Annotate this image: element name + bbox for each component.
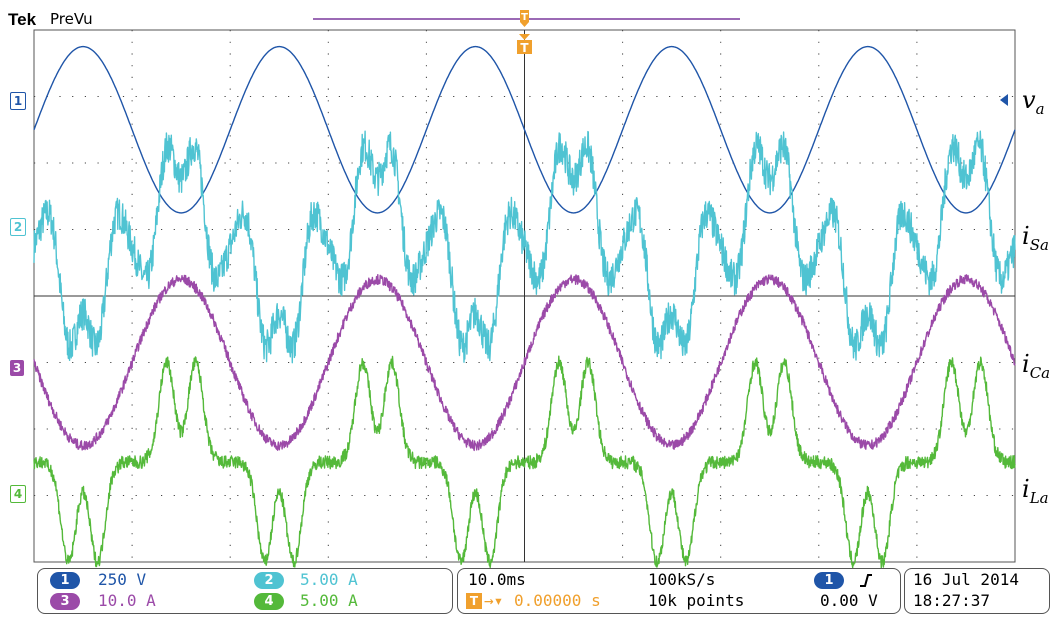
time-per-div: 10.0ms [468, 570, 526, 589]
trigger-position-top-icon [520, 10, 529, 27]
channel-2-scale: 5.00 A [300, 570, 358, 589]
channel-3-scale: 10.0 A [98, 591, 156, 610]
channel-3-marker[interactable]: 3 [10, 360, 24, 376]
channel-3-badge[interactable]: 3 [50, 593, 80, 610]
trigger-arrow-glyph: →▾ [484, 591, 504, 610]
trigger-time-icon: T [466, 593, 482, 609]
horizontal-trigger-panel[interactable]: 10.0ms 100kS/s 1 T →▾ 0.00000 s 10k poin… [457, 568, 901, 614]
channel-1-scale: 250 V [98, 570, 147, 589]
trigger-level-icon[interactable] [1000, 94, 1008, 106]
trigger-top-label: T [521, 12, 528, 23]
time: 18:27:37 [913, 591, 991, 610]
trace-i-sa [33, 130, 1016, 364]
channel-1-badge[interactable]: 1 [50, 572, 80, 589]
acquisition-mode: PreVu [50, 10, 93, 28]
channel-4-badge[interactable]: 4 [254, 593, 284, 610]
graticule [33, 29, 1016, 563]
trigger-position: 0.00000 s [514, 591, 601, 610]
trigger-position-icon [517, 40, 532, 54]
waveform-display[interactable]: T T [0, 0, 1055, 570]
trigger-source-badge[interactable]: 1 [814, 572, 844, 589]
date: 16 Jul 2014 [913, 570, 1019, 589]
datetime-panel: 16 Jul 2014 18:27:37 [904, 568, 1050, 614]
trace-i-la [33, 355, 1016, 569]
label-isa: iSa [1022, 222, 1049, 254]
channel-1-marker[interactable]: 1 [10, 92, 26, 110]
trigger-position-marker[interactable]: T T [517, 10, 532, 55]
label-va: va [1022, 86, 1045, 118]
trace-v-a [33, 45, 1016, 214]
waveform-traces [33, 45, 1016, 569]
channel-2-badge[interactable]: 2 [254, 572, 284, 589]
trigger-marker-label: T [520, 41, 529, 55]
channel-scale-panel[interactable]: 1 250 V 2 5.00 A 3 10.0 A 4 5.00 A [37, 568, 453, 614]
sample-rate: 100kS/s [648, 570, 716, 589]
trigger-arrow-icon [519, 34, 530, 40]
trigger-level: 0.00 V [820, 591, 878, 610]
channel-2-marker[interactable]: 2 [10, 218, 26, 236]
channel-4-scale: 5.00 A [300, 591, 358, 610]
label-ica: iCa [1022, 350, 1051, 382]
rising-edge-icon [860, 574, 872, 587]
record-length: 10k points [648, 591, 745, 610]
label-ila: iLa [1022, 475, 1049, 507]
trace-i-ca [33, 274, 1016, 452]
brand-logo: Tek [8, 10, 37, 29]
channel-4-marker[interactable]: 4 [10, 485, 26, 503]
